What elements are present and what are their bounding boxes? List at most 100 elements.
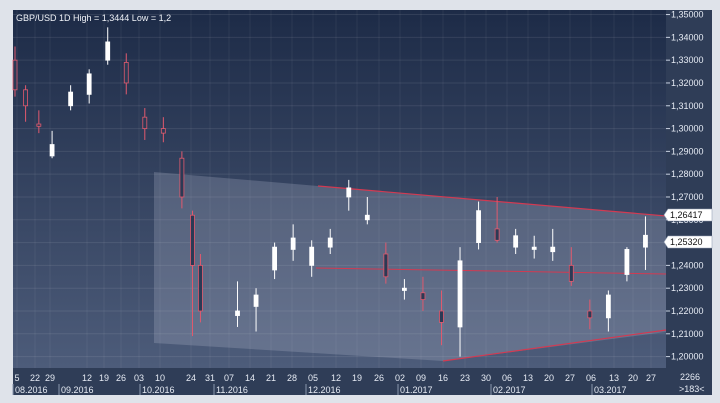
x-tick-label: 27 <box>565 373 575 383</box>
candle-body <box>401 287 407 291</box>
x-tick-label: 06 <box>502 373 512 383</box>
x-tick-label: 13 <box>609 373 619 383</box>
candle-body <box>309 246 315 266</box>
price-badge <box>663 235 713 249</box>
y-tick-label: 1,20000 <box>671 352 704 362</box>
candle-body <box>346 187 352 198</box>
price-badge <box>663 208 713 222</box>
candle-body <box>12 59 18 91</box>
candle-body <box>476 210 481 243</box>
candle-body <box>235 310 240 316</box>
x-tick-label: 26 <box>116 373 126 383</box>
x-tick-label: 06 <box>586 373 596 383</box>
month-label: 09.2016 <box>61 385 94 395</box>
price-badge-label: 1,25320 <box>670 237 703 247</box>
month-label: 03.2017 <box>594 385 627 395</box>
month-label: 11.2016 <box>216 385 248 395</box>
x-tick-label: 07 <box>224 373 234 383</box>
lower-trendline <box>442 329 667 362</box>
candle-body <box>68 91 74 107</box>
y-tick-label: 1,32000 <box>671 78 704 88</box>
x-tick-label: 05 <box>308 373 318 383</box>
x-tick-label: 23 <box>460 373 470 383</box>
triangle-pattern <box>154 172 666 361</box>
y-tick-label: 1,30000 <box>671 124 704 134</box>
y-tick-label: 1,34000 <box>671 32 704 42</box>
x-tick-label: 22 <box>30 373 40 383</box>
x-tick-label: 09 <box>416 373 426 383</box>
x-tick-label: 02 <box>395 373 405 383</box>
x-tick-label: 5 <box>14 373 19 383</box>
candle-body <box>190 214 195 266</box>
y-tick-label: 1,33000 <box>671 55 704 65</box>
x-tick-label: 16 <box>438 373 448 383</box>
y-tick-label: 1,29000 <box>671 146 704 156</box>
x-tick-label: 20 <box>628 373 638 383</box>
upper-trendline <box>317 185 667 217</box>
candle-body <box>36 123 42 127</box>
candle-body <box>420 292 426 300</box>
candle-body <box>272 246 278 271</box>
x-tick-label: 27 <box>646 373 656 383</box>
candle-body <box>23 89 28 107</box>
month-label: 02.2017 <box>493 385 526 395</box>
candle-body <box>105 41 111 61</box>
candle-body <box>494 228 500 241</box>
x-tick-label: 20 <box>544 373 554 383</box>
candle-body <box>624 249 630 275</box>
candle-body <box>179 157 185 198</box>
candle-body <box>643 234 648 248</box>
candle-body <box>198 264 203 312</box>
candle-body <box>531 246 537 250</box>
plot-area <box>13 10 666 368</box>
y-tick-label: 1,31000 <box>671 101 704 111</box>
candle-body <box>253 294 259 307</box>
candle-body <box>290 237 296 250</box>
x-tick-label: 28 <box>287 373 297 383</box>
candle-body <box>123 62 129 84</box>
x-tick-label: 14 <box>245 373 255 383</box>
candle-body <box>550 246 556 253</box>
candle-body <box>327 237 333 248</box>
chart-title: GBP/USD 1D High = 1,3444 Low = 1,2 <box>16 13 171 23</box>
bar-count: 2266 <box>680 372 700 382</box>
x-tick-label: 19 <box>99 373 109 383</box>
month-label: 12.2016 <box>308 385 341 395</box>
candle-body <box>513 235 519 248</box>
x-tick-label: 10 <box>155 373 165 383</box>
y-tick-label: 1,22000 <box>671 306 704 316</box>
x-tick-label: 26 <box>374 373 384 383</box>
candle-body <box>142 116 148 129</box>
x-tick-label: 24 <box>186 373 196 383</box>
x-tick-label: 21 <box>266 373 276 383</box>
x-tick-label: 03 <box>134 373 144 383</box>
candle-body <box>160 128 166 134</box>
candle-body <box>383 253 389 278</box>
x-tick-label: 12 <box>331 373 341 383</box>
y-tick-label: 1,27000 <box>671 192 704 202</box>
x-tick-label: 13 <box>523 373 533 383</box>
month-label: 01.2017 <box>400 385 433 395</box>
x-tick-label: 30 <box>481 373 491 383</box>
y-tick-label: 1,21000 <box>671 329 704 339</box>
candle-body <box>605 294 611 319</box>
candle-body <box>364 214 370 221</box>
candle-body <box>49 144 55 157</box>
date-axis-panel <box>13 368 712 395</box>
x-tick-label: 29 <box>45 373 55 383</box>
candle-body <box>86 73 92 95</box>
candle-body <box>587 310 593 319</box>
price-badge-label: 1,26417 <box>670 210 703 220</box>
month-label: 08.2016 <box>15 385 48 395</box>
x-tick-label: 19 <box>352 373 362 383</box>
y-tick-label: 1,28000 <box>671 169 704 179</box>
candle-body <box>439 310 444 323</box>
y-tick-label: 1,24000 <box>671 260 704 270</box>
candle-body <box>568 264 574 282</box>
scroll-nav[interactable]: >183< <box>679 384 705 394</box>
y-tick-label: 1,23000 <box>671 283 704 293</box>
candle-body <box>457 260 463 328</box>
month-label: 10.2016 <box>142 385 175 395</box>
